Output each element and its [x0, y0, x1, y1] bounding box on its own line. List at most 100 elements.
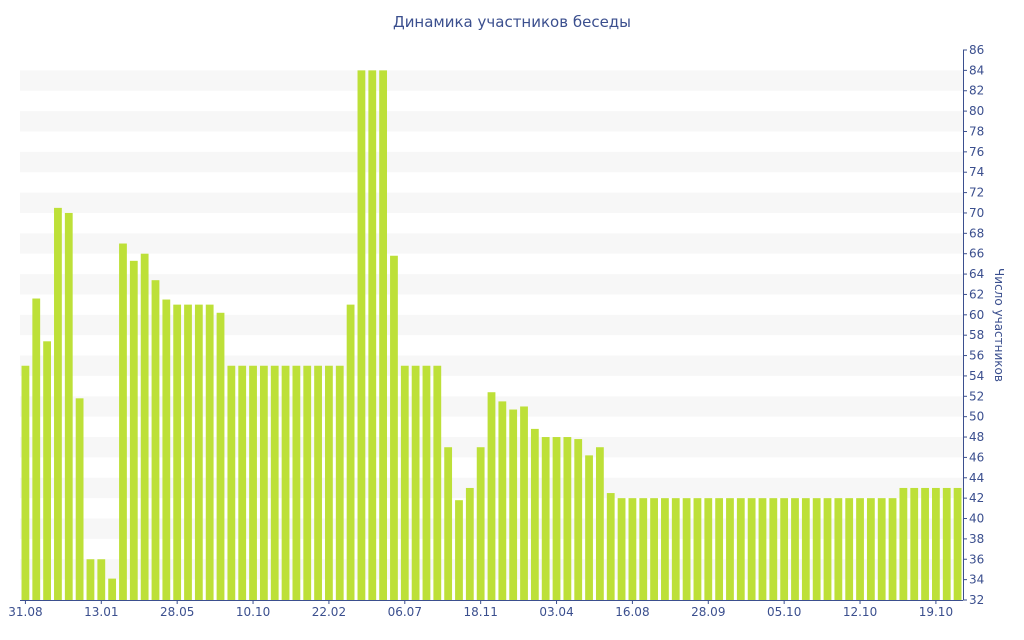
bar — [422, 365, 431, 600]
grid-band — [20, 274, 963, 295]
bar — [205, 304, 214, 600]
x-tick-label: 03.04 — [539, 605, 573, 619]
bar — [617, 498, 626, 600]
bar — [162, 299, 171, 600]
x-tick-label: 18.11 — [463, 605, 497, 619]
y-tick-label: 50 — [969, 410, 984, 424]
grid-band — [20, 314, 963, 336]
bar — [379, 70, 388, 601]
bar — [726, 498, 734, 600]
bar — [346, 304, 355, 600]
y-tick-label: 32 — [969, 593, 984, 607]
bar — [433, 365, 442, 600]
bar — [661, 498, 669, 600]
y-tick-label: 34 — [969, 573, 984, 587]
bar — [953, 487, 962, 600]
y-tick-label: 46 — [969, 450, 984, 464]
grid-band — [20, 192, 963, 213]
bar — [32, 298, 41, 600]
bar — [704, 498, 713, 600]
bar — [238, 365, 247, 600]
bar — [498, 401, 507, 600]
x-tick-label: 19.10 — [919, 605, 953, 619]
bar — [357, 70, 366, 601]
bar — [54, 207, 62, 600]
y-tick-label: 52 — [969, 389, 984, 403]
bar — [520, 406, 528, 600]
bar — [314, 365, 322, 600]
grid-band — [20, 355, 963, 376]
bar — [259, 365, 268, 600]
bar — [541, 437, 550, 600]
bar — [921, 487, 929, 600]
bar — [140, 253, 149, 600]
bar — [758, 498, 767, 600]
y-tick-label: 58 — [969, 328, 984, 342]
grid-band — [20, 70, 963, 91]
bar — [86, 559, 95, 600]
bar — [682, 498, 691, 600]
y-tick-label: 78 — [969, 124, 984, 138]
bar — [335, 365, 344, 600]
y-tick-label: 84 — [969, 63, 984, 77]
bar — [509, 409, 518, 600]
bar — [791, 498, 799, 600]
bar — [715, 498, 724, 600]
bar — [845, 498, 854, 600]
bar — [530, 428, 539, 600]
x-tick-label: 31.08 — [8, 605, 42, 619]
grid-band — [20, 233, 963, 254]
bar — [585, 455, 593, 600]
bar — [780, 498, 789, 600]
bar — [465, 487, 474, 600]
bar — [563, 437, 572, 600]
bar — [552, 437, 561, 600]
bar — [325, 365, 333, 600]
bar — [43, 341, 51, 600]
bar — [834, 498, 843, 600]
bar — [671, 498, 680, 600]
bar — [184, 304, 192, 600]
bar — [151, 280, 160, 600]
bar — [910, 487, 919, 600]
bar — [899, 487, 908, 600]
bar — [108, 578, 117, 600]
y-tick-label: 60 — [969, 308, 984, 322]
bar — [368, 70, 377, 601]
y-axis-ticks: 32 34 36 38 40 42 44 46 48 50 52 54 56 58 60 62 64 66 68 70… — [963, 43, 984, 607]
bar — [856, 498, 864, 600]
x-tick-label: 10.10 — [236, 605, 270, 619]
y-tick-label: 86 — [969, 43, 984, 57]
bar — [932, 487, 940, 600]
bar — [400, 365, 409, 600]
bar — [173, 304, 182, 600]
bar — [292, 365, 301, 600]
bar — [866, 498, 875, 600]
bar — [606, 493, 615, 600]
bar — [823, 498, 832, 600]
y-tick-label: 56 — [969, 349, 984, 363]
y-tick-label: 40 — [969, 512, 984, 526]
y-tick-label: 82 — [969, 84, 984, 98]
bar — [574, 439, 583, 600]
x-tick-label: 28.05 — [160, 605, 194, 619]
y-axis-title: Число участников — [992, 268, 1006, 382]
chart-title: Динамика участников беседы — [392, 13, 632, 31]
y-tick-label: 68 — [969, 226, 984, 240]
bar — [249, 365, 257, 600]
y-tick-label: 72 — [969, 186, 984, 200]
y-tick-label: 38 — [969, 532, 984, 546]
x-axis-ticks: 31.08 13.01 28.05 10.10 22.02 06.07 18.11 03.04… — [8, 600, 953, 619]
bar — [455, 500, 463, 600]
y-tick-label: 66 — [969, 247, 984, 261]
y-tick-label: 54 — [969, 369, 984, 383]
x-tick-label: 06.07 — [388, 605, 422, 619]
bar — [693, 498, 702, 600]
bar — [801, 498, 810, 600]
y-tick-label: 36 — [969, 552, 984, 566]
y-tick-label: 74 — [969, 165, 984, 179]
bar — [595, 447, 604, 600]
bar — [812, 498, 821, 600]
bar — [216, 312, 225, 600]
